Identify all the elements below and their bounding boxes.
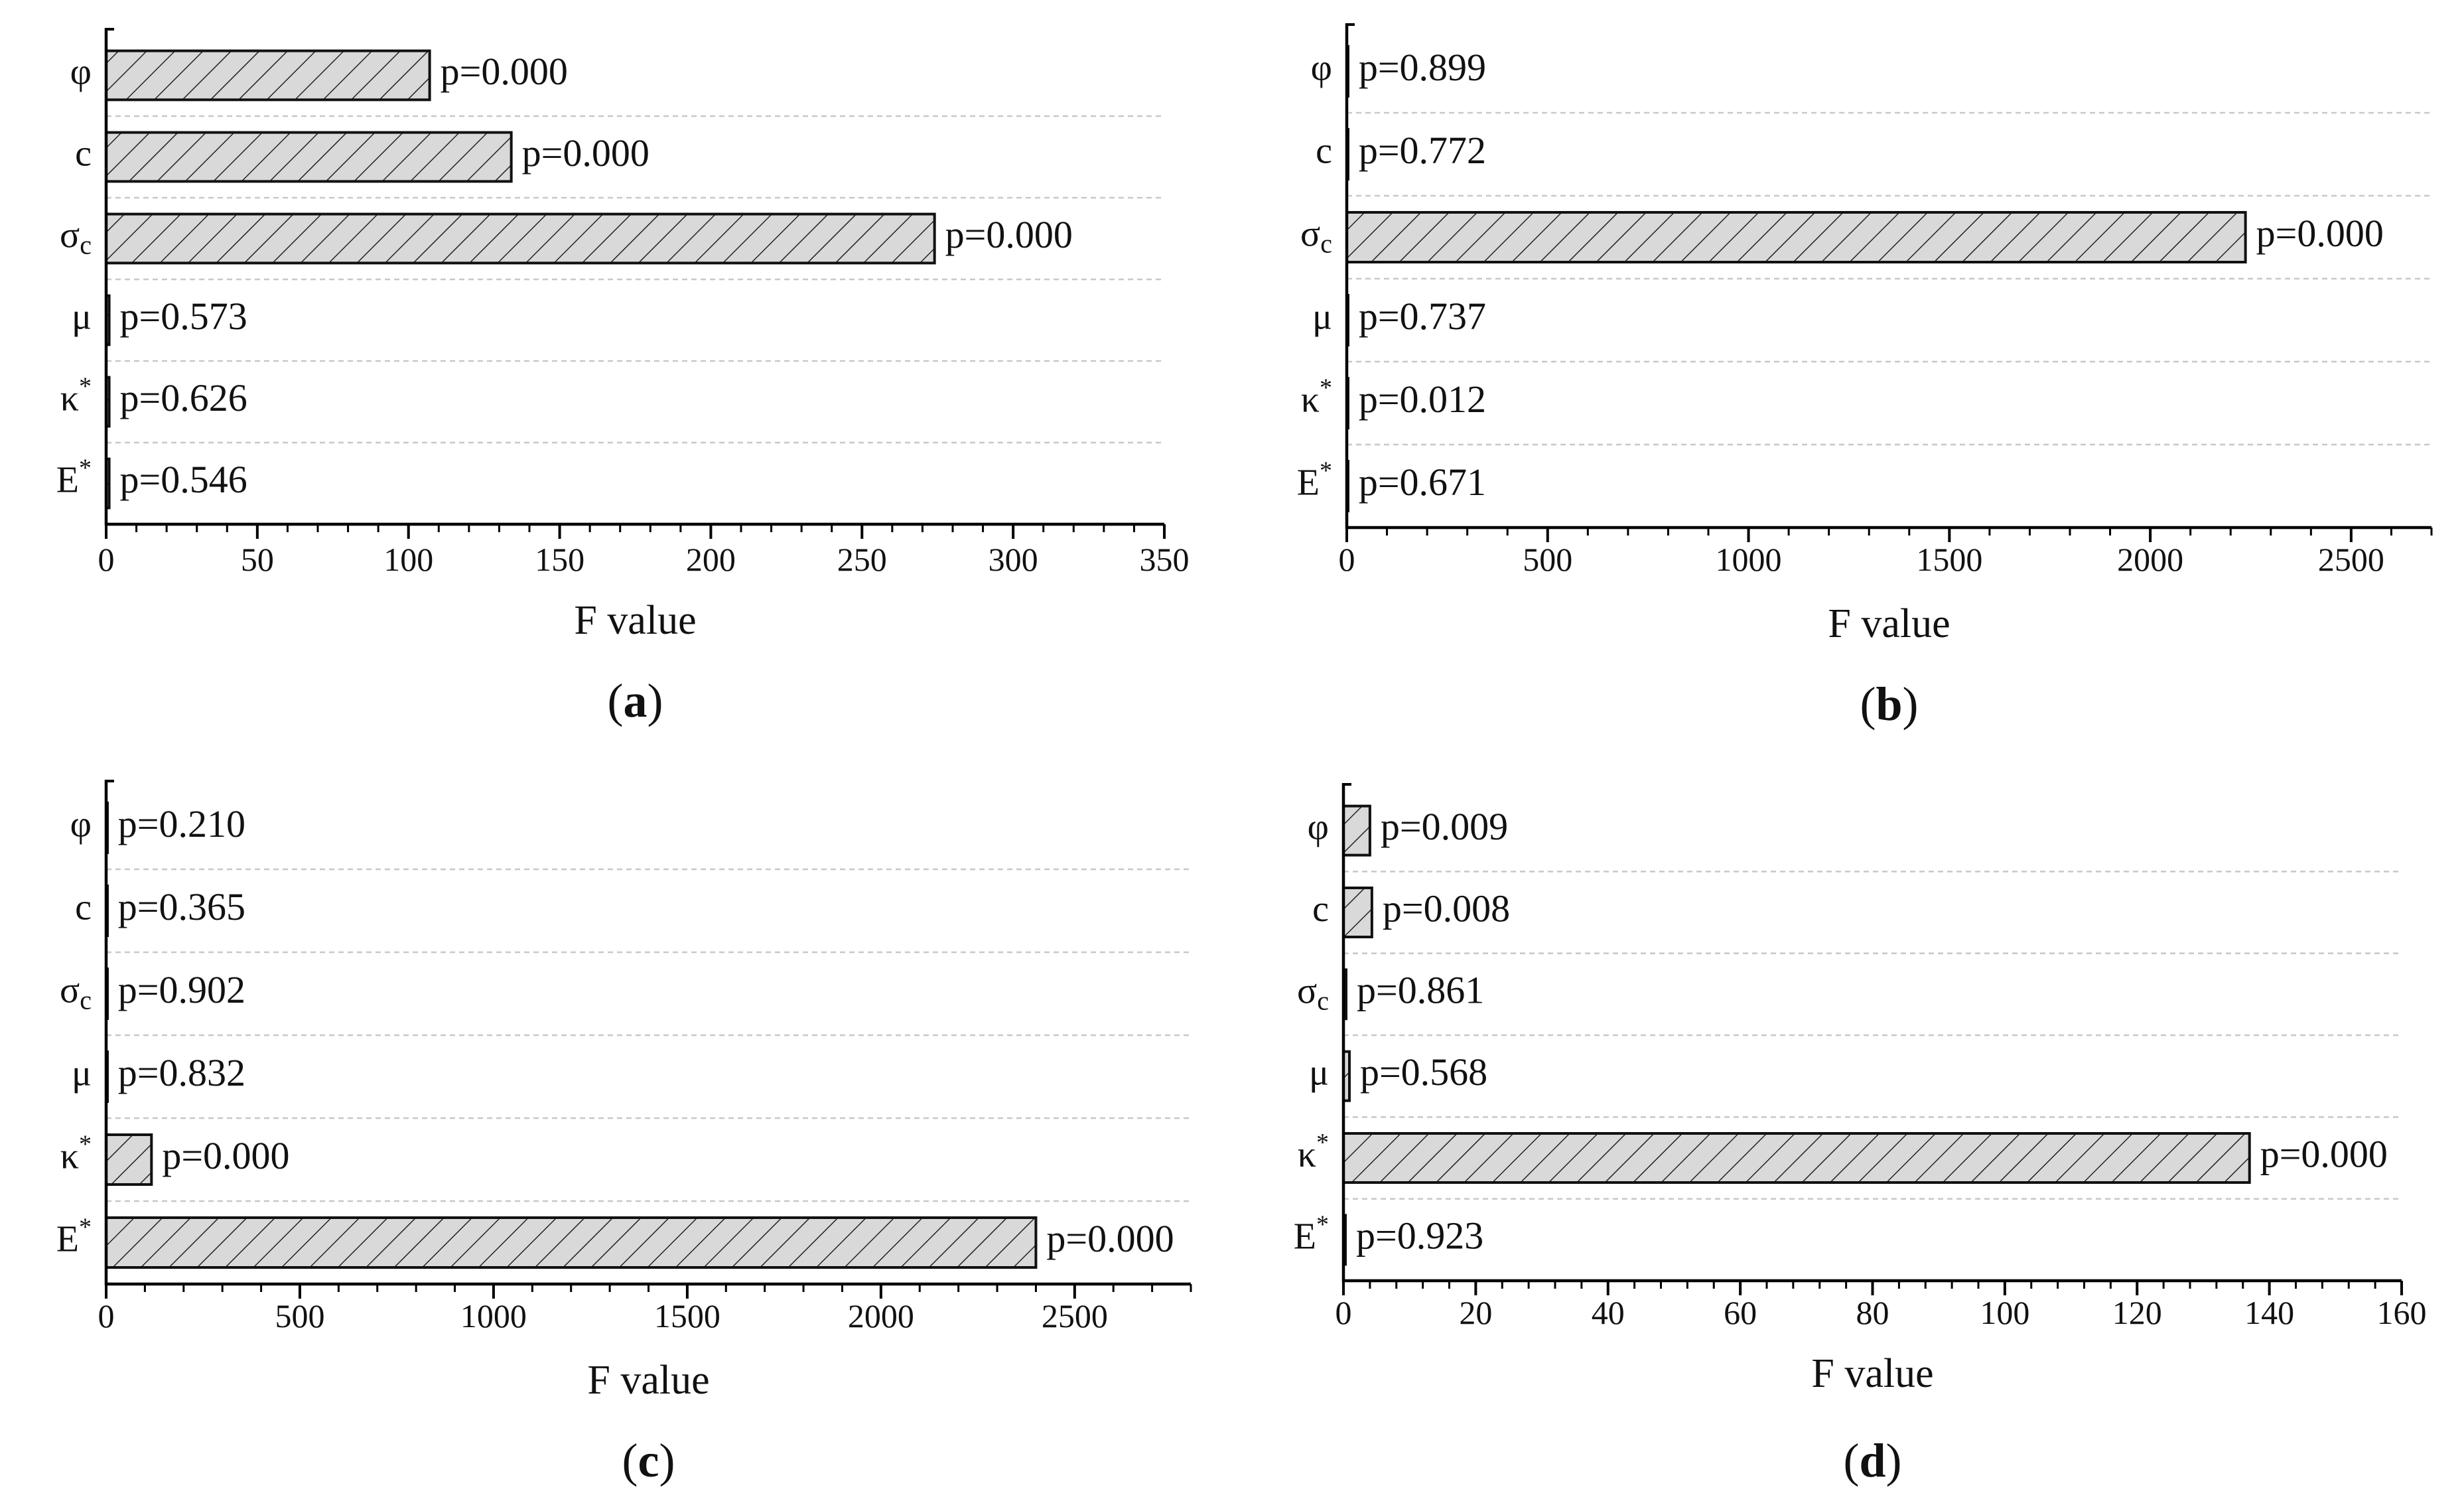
bar [105,212,936,265]
p-value-label: p=0.568 [1360,1050,1487,1094]
bar [105,1133,153,1186]
p-value-label: p=0.210 [118,802,245,845]
category-label: E* [1294,1210,1329,1257]
category-label: σc [1297,970,1329,1015]
category-label: μ [72,1052,92,1094]
category-label: κ* [1298,1129,1329,1175]
p-value-label: p=0.365 [118,885,245,928]
panel-label: (b) [1860,678,1918,731]
bar [105,1216,1038,1269]
p-value-label: p=0.737 [1359,295,1486,338]
p-value-label: p=0.902 [118,968,245,1011]
category-label: κ* [1301,374,1332,420]
p-value-label: p=0.573 [120,295,247,338]
x-tick-label: 140 [2244,1294,2294,1331]
x-axis-title: F value [1828,601,1950,646]
x-tick-label: 60 [1724,1294,1757,1331]
x-tick-label: 350 [1140,541,1190,578]
p-value-label: p=0.546 [120,458,247,501]
x-tick-label: 2500 [1042,1297,1108,1334]
category-label: μ [1312,296,1332,337]
category-label: κ* [60,1130,92,1177]
category-label: σc [1300,213,1332,258]
x-tick-label: 40 [1592,1294,1625,1331]
panel-label: (d) [1843,1434,1901,1487]
panel-label: (c) [622,1434,675,1487]
category-label: σc [60,214,92,259]
panel-a: φ p=0.000 c p=0.000 σc p=0.000 μ p=0.573 κ* p=0.6… [56,28,1190,727]
p-value-label: p=0.772 [1359,129,1486,172]
p-value-label: p=0.012 [1359,378,1486,421]
panel-d: φ p=0.009 c p=0.008 σc p=0.861 μ p=0.568 κ* p=0.0… [1294,783,2427,1487]
x-tick-label: 2000 [2117,541,2183,578]
p-value-label: p=0.008 [1383,887,1510,930]
x-tick-label: 150 [535,541,584,578]
p-value-label: p=0.899 [1359,46,1486,89]
x-tick-label: 500 [275,1297,324,1334]
category-label: φ [1308,807,1329,848]
category-label: φ [1311,47,1332,88]
category-label: σc [60,970,92,1015]
panel-label: (a) [608,674,663,727]
bar [1342,1132,2251,1184]
p-value-label: p=0.671 [1359,461,1486,504]
x-tick-label: 20 [1459,1294,1492,1331]
x-tick-label: 0 [98,1297,115,1334]
x-tick-label: 80 [1856,1294,1889,1331]
category-label: E* [56,454,92,500]
x-tick-label: 1500 [1916,541,1982,578]
bar [105,131,513,183]
x-axis-title: F value [574,598,696,643]
category-label: κ* [60,372,92,419]
category-label: φ [70,804,92,845]
p-value-label: p=0.626 [120,376,247,419]
x-tick-label: 200 [686,541,736,578]
x-tick-label: 100 [383,541,433,578]
p-value-label: p=0.000 [522,131,650,175]
bar [1342,887,1373,938]
x-tick-label: 100 [1980,1294,2029,1331]
x-tick-label: 0 [1335,1294,1352,1331]
p-value-label: p=0.000 [441,50,568,93]
p-value-label: p=0.000 [1046,1217,1174,1260]
bar [105,49,431,102]
p-value-label: p=0.000 [2260,1132,2388,1175]
x-tick-label: 250 [837,541,887,578]
p-value-label: p=0.009 [1381,805,1508,848]
p-value-label: p=0.832 [118,1051,245,1094]
x-tick-label: 2500 [2318,541,2384,578]
x-axis-title: F value [1811,1351,1933,1396]
bar [1342,804,1371,857]
x-tick-label: 1000 [460,1297,527,1334]
category-label: φ [70,51,92,92]
x-tick-label: 0 [98,541,115,578]
x-tick-label: 120 [2112,1294,2162,1331]
x-tick-label: 0 [1339,541,1355,578]
p-value-label: p=0.000 [162,1134,289,1177]
x-tick-label: 1000 [1716,541,1782,578]
x-tick-label: 300 [989,541,1038,578]
p-value-label: p=0.000 [945,213,1073,256]
category-label: c [1312,889,1329,930]
x-tick-label: 160 [2377,1294,2427,1331]
category-label: E* [56,1213,92,1259]
x-tick-label: 500 [1523,541,1572,578]
category-label: E* [1297,457,1332,503]
category-label: c [75,133,92,174]
category-label: μ [72,296,92,337]
category-label: c [75,887,92,928]
x-tick-label: 50 [241,541,274,578]
x-tick-label: 2000 [848,1297,914,1334]
bar [1345,211,2247,263]
p-value-label: p=0.923 [1356,1214,1483,1258]
p-value-label: p=0.861 [1357,969,1484,1012]
x-tick-label: 1500 [654,1297,720,1334]
category-label: c [1316,130,1332,171]
x-axis-title: F value [587,1358,709,1403]
panel-b: φ p=0.899 c p=0.772 σc p=0.000 μ p=0.737 κ* p=0.0… [1297,23,2433,731]
category-label: μ [1309,1052,1329,1094]
panel-c: φ p=0.210 c p=0.365 σc p=0.902 μ p=0.832 κ* p=0.0… [56,780,1192,1487]
p-value-label: p=0.000 [2256,212,2384,255]
